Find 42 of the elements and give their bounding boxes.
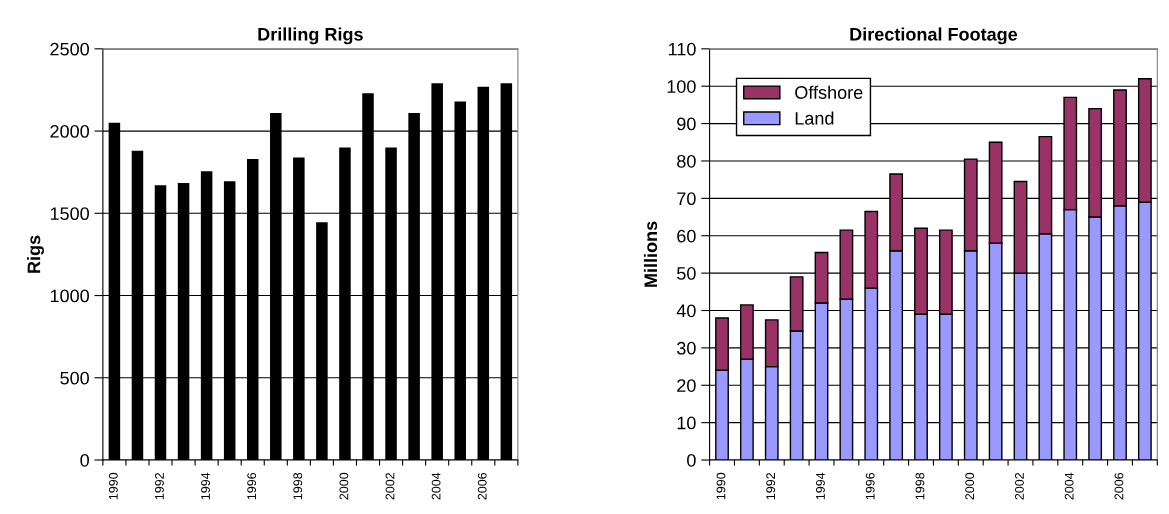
- chart-title: Directional Footage: [850, 27, 1018, 45]
- y-tick-label: 80: [677, 154, 696, 168]
- y-tick-label: 70: [677, 192, 696, 206]
- x-tick-label: 2002: [1015, 472, 1024, 500]
- x-tick-label: 1996: [247, 472, 257, 500]
- chart-title: Drilling Rigs: [258, 27, 363, 45]
- y-tick-label: 60: [677, 229, 696, 243]
- y-tick-label: 2000: [50, 125, 89, 138]
- x-tick-label: 2004: [431, 472, 441, 500]
- y-axis-title: Rigs: [27, 235, 44, 273]
- y-tick-label: 10: [677, 416, 696, 430]
- x-tick-label: 2000: [965, 472, 975, 500]
- y-tick-label: 90: [677, 117, 696, 131]
- x-tick-label: 2000: [339, 472, 349, 500]
- y-tick-label: 110: [668, 42, 696, 56]
- y-tick-label: 2500: [50, 42, 89, 56]
- y-axis-title: Millions: [643, 221, 658, 287]
- x-tick-label: 1990: [716, 472, 726, 500]
- x-tick-label: 2006: [1114, 472, 1124, 500]
- x-tick-label: 1994: [201, 472, 210, 500]
- x-tick-label: 1992: [766, 472, 776, 500]
- x-tick-label: 1998: [915, 472, 925, 500]
- x-tick-label: 1998: [293, 472, 303, 500]
- x-tick-label: 1992: [155, 472, 164, 500]
- y-tick-label: 0: [80, 453, 89, 467]
- y-tick-label: 0: [687, 453, 696, 467]
- x-tick-label: 2006: [477, 472, 487, 500]
- y-tick-label: 40: [676, 304, 696, 318]
- legend-label: Offshore: [795, 85, 863, 99]
- y-tick-label: 50: [677, 267, 696, 280]
- y-tick-label: 500: [60, 371, 89, 385]
- y-tick-label: 30: [677, 341, 696, 355]
- y-tick-label: 20: [677, 379, 696, 392]
- x-tick-label: 2004: [1064, 472, 1074, 500]
- x-tick-label: 1994: [816, 472, 825, 500]
- legend-label: Land: [795, 111, 834, 125]
- y-tick-label: 1000: [50, 289, 89, 303]
- x-tick-label: 1996: [865, 472, 875, 500]
- x-tick-label: 2002: [385, 472, 395, 500]
- x-tick-label: 1990: [108, 472, 118, 500]
- y-tick-label: 100: [667, 80, 696, 93]
- y-tick-label: 1500: [50, 207, 89, 221]
